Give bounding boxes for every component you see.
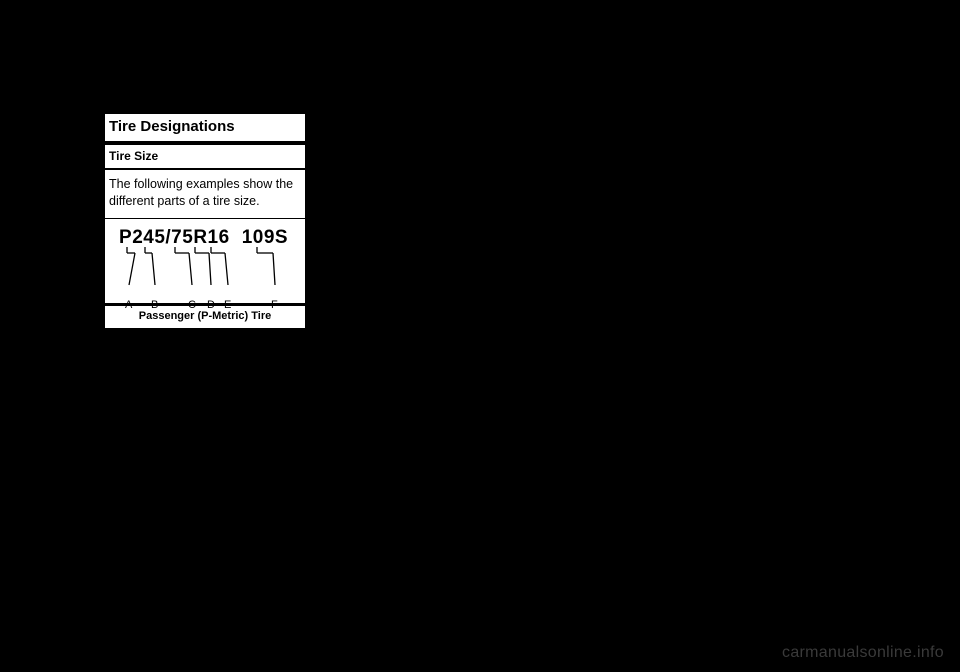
subsection-title: Tire Size bbox=[105, 145, 305, 170]
watermark-text: carmanualsonline.info bbox=[782, 644, 944, 662]
code-service: 109S bbox=[242, 227, 288, 248]
tire-size-diagram: P245/75R16109S ABCDEF bbox=[105, 219, 305, 305]
code-prefix: P bbox=[119, 227, 132, 248]
intro-paragraph: The following examples show the differen… bbox=[105, 170, 305, 219]
section-title: Tire Designations bbox=[105, 112, 305, 145]
callout-label: E bbox=[224, 299, 231, 311]
code-width: 245 bbox=[132, 227, 165, 248]
callout-label: B bbox=[151, 299, 158, 311]
callout-label: F bbox=[271, 299, 278, 311]
callout-label: A bbox=[125, 299, 132, 311]
tire-code-string: P245/75R16109S bbox=[111, 227, 299, 249]
code-construction: R bbox=[193, 227, 207, 248]
callout-label: C bbox=[188, 299, 196, 311]
callout-label: D bbox=[207, 299, 215, 311]
callout-lines: ABCDEF bbox=[111, 247, 299, 299]
code-diameter: 16 bbox=[208, 227, 230, 248]
code-ratio: 75 bbox=[171, 227, 193, 248]
